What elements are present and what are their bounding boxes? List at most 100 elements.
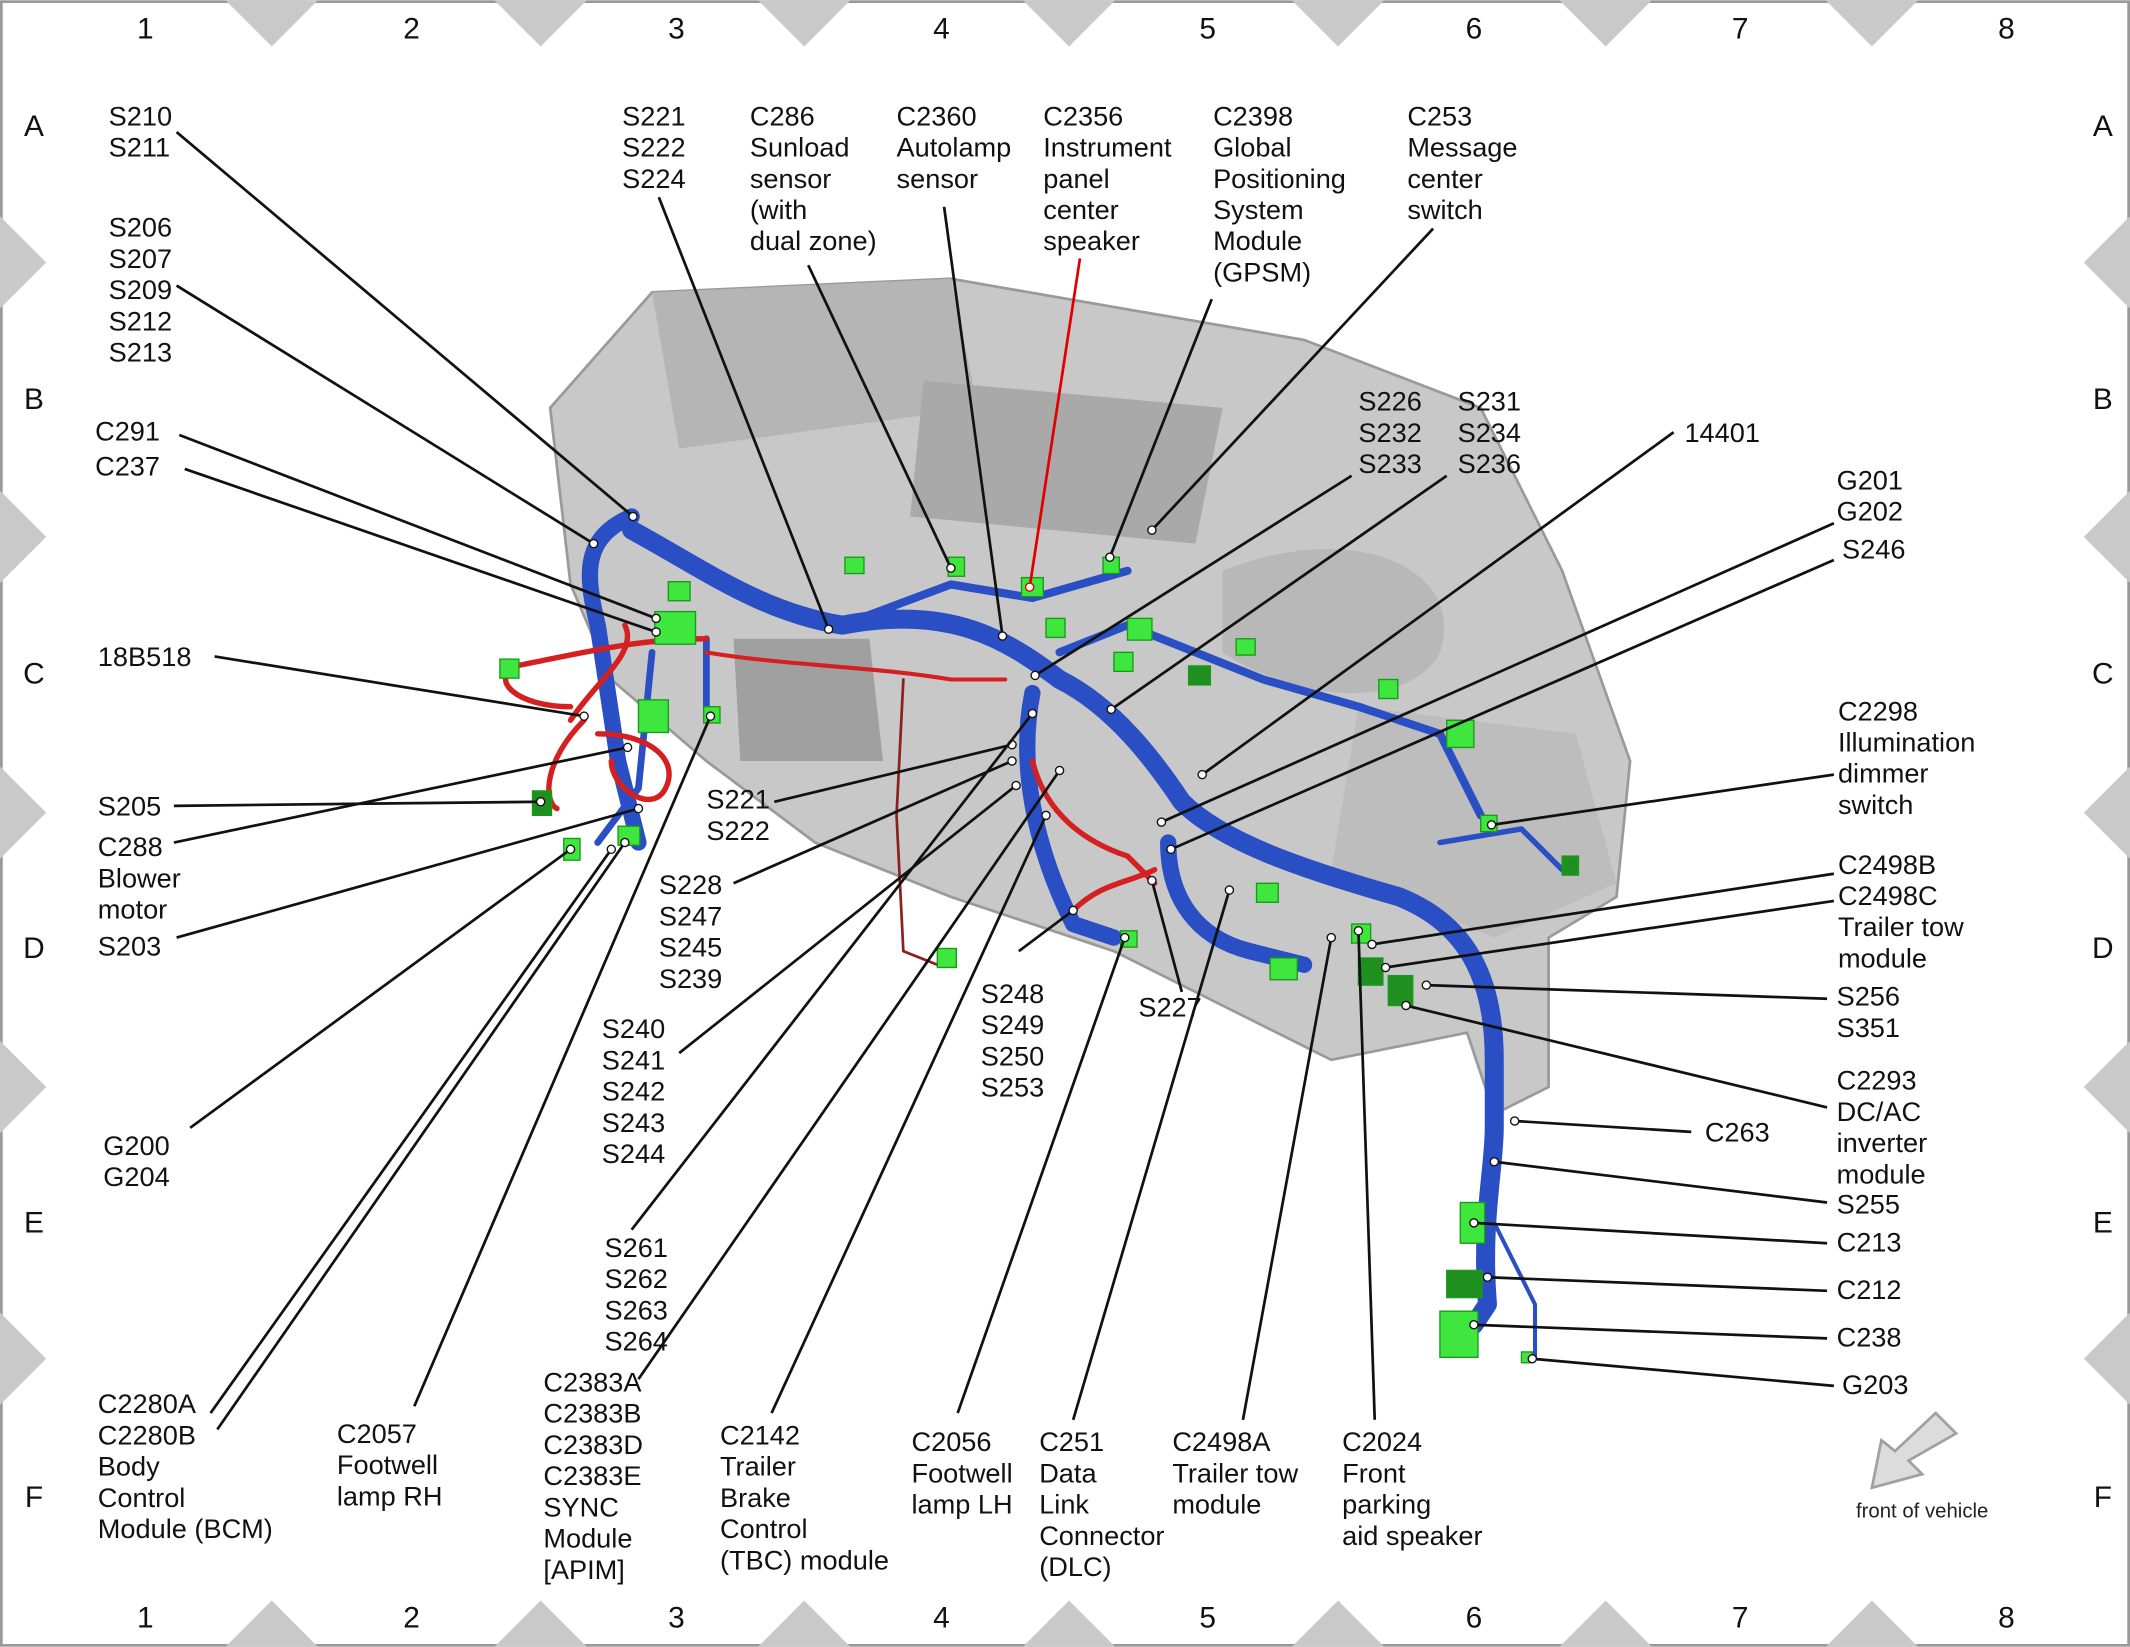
- leader-line: [1532, 1357, 1834, 1388]
- callout-line: switch: [1407, 194, 1482, 225]
- callout-line: S210: [109, 100, 172, 131]
- leader-line: [956, 937, 1127, 1414]
- callout-line: S248: [981, 978, 1044, 1009]
- callout-line: speaker: [1043, 225, 1140, 256]
- leader-end: [588, 538, 599, 549]
- leader-line: [1491, 773, 1835, 827]
- leader-line: [1473, 1221, 1828, 1245]
- callout-label: G200 G204: [103, 1130, 169, 1192]
- leader-end: [579, 711, 589, 721]
- front-arrow: front of vehicle: [1856, 1411, 1988, 1523]
- callout-line: C2142: [720, 1419, 800, 1450]
- callout-label: C2498B C2498C Trailer tow module: [1838, 849, 1964, 974]
- callout-label: C2360 Autolamp sensor: [897, 100, 1012, 193]
- callout-line: S246: [1842, 534, 1905, 565]
- callout-label: S221 S222: [706, 784, 769, 846]
- callout-label: C2280A C2280B Body Control Module (BCM): [98, 1388, 273, 1544]
- leader-line: [657, 196, 830, 630]
- callout-line: parking: [1342, 1489, 1431, 1520]
- callout-line: C213: [1837, 1226, 1902, 1257]
- leader-end: [1380, 962, 1391, 973]
- callout-line: (DLC): [1039, 1551, 1111, 1582]
- callout-line: Instrument: [1043, 132, 1172, 163]
- callout-line: S231: [1458, 386, 1521, 417]
- leader-end: [651, 613, 661, 624]
- callout-line: S209: [109, 274, 172, 305]
- callout-line: S206: [109, 212, 172, 243]
- callout-line: S212: [109, 305, 172, 336]
- leader-end: [997, 631, 1008, 641]
- callout-line: C2298: [1838, 695, 1918, 726]
- callout-line: Trailer tow: [1172, 1457, 1298, 1488]
- callout-line: Autolamp: [897, 132, 1012, 163]
- callout-line: S264: [604, 1326, 667, 1357]
- leader-lines: [173, 131, 1835, 1431]
- callout-line: S261: [604, 1232, 667, 1263]
- diamond: [1022, 1600, 1116, 1647]
- leader-end: [1068, 905, 1078, 916]
- callout-line: S203: [98, 930, 161, 961]
- callout-line: S233: [1358, 448, 1421, 479]
- leader-line: [1241, 937, 1333, 1421]
- callout-line: DC/AC: [1837, 1096, 1922, 1127]
- callout-line: dual zone): [750, 225, 877, 256]
- callout-line: Positioning: [1213, 163, 1346, 194]
- callout-line: Trailer tow: [1838, 911, 1964, 942]
- callout-line: Control: [98, 1482, 186, 1513]
- column-label: 7: [1732, 12, 1749, 45]
- leader-end: [633, 803, 644, 814]
- leader-line: [184, 467, 657, 634]
- leader-end: [651, 627, 661, 637]
- callout-line: S222: [622, 132, 685, 163]
- leader-line: [1371, 872, 1835, 946]
- callout-line: S205: [98, 790, 161, 821]
- column-label: 8: [1998, 12, 2015, 45]
- leader-end: [1367, 939, 1377, 950]
- callout-line: C212: [1837, 1274, 1902, 1305]
- leader-end: [620, 837, 630, 848]
- callout-line: C2383E: [543, 1460, 641, 1491]
- diamond: [225, 1600, 318, 1647]
- leader-end: [1011, 780, 1021, 791]
- leader-end: [628, 511, 638, 522]
- callout-label: S206 S207 S209 S212 S213: [109, 212, 172, 368]
- callout-label: S240 S241 S242 S243 S244: [602, 1013, 665, 1169]
- callout-line: C237: [95, 451, 160, 482]
- callout-label: C2356 Instrument panel center speaker: [1043, 100, 1172, 256]
- leader-end: [1353, 926, 1364, 936]
- leader-end: [1401, 1000, 1411, 1011]
- column-label: 5: [1199, 1602, 1216, 1635]
- leader-line: [413, 715, 712, 1407]
- callout-line: sensor: [897, 163, 979, 194]
- leader-line: [1426, 983, 1828, 1001]
- leader-end: [606, 844, 617, 855]
- callout-label: S248 S249 S250 S253: [981, 978, 1044, 1103]
- column-label: 6: [1466, 12, 1483, 45]
- leader-end: [1197, 769, 1207, 780]
- column-label: 1: [137, 1602, 154, 1635]
- diamond: [1291, 0, 1385, 47]
- callout-label: 18B518: [98, 641, 192, 672]
- diamond: [1559, 0, 1652, 47]
- leader-end: [1054, 765, 1065, 776]
- diamond: [757, 1600, 851, 1647]
- callout-line: Footwell: [911, 1457, 1012, 1488]
- callout-line: Blower: [98, 862, 181, 893]
- callout-line: C2383A: [543, 1366, 642, 1397]
- leader-end: [565, 844, 576, 855]
- callout-label: C237: [95, 451, 160, 482]
- callout-line: C2293: [1837, 1065, 1917, 1096]
- leader-line: [630, 712, 1034, 1231]
- callout-line: S236: [1458, 448, 1521, 479]
- callout-line: Link: [1039, 1489, 1089, 1520]
- callout-line: Footwell: [337, 1449, 438, 1480]
- callout-line: S240: [602, 1013, 665, 1044]
- leader-end: [1509, 1116, 1520, 1126]
- callout-line: S245: [659, 932, 722, 963]
- callout-label: C251 Data Link Connector (DLC): [1039, 1426, 1164, 1582]
- callout-label: C2056 Footwell lamp LH: [911, 1426, 1012, 1519]
- callout-line: Illumination: [1838, 727, 1975, 758]
